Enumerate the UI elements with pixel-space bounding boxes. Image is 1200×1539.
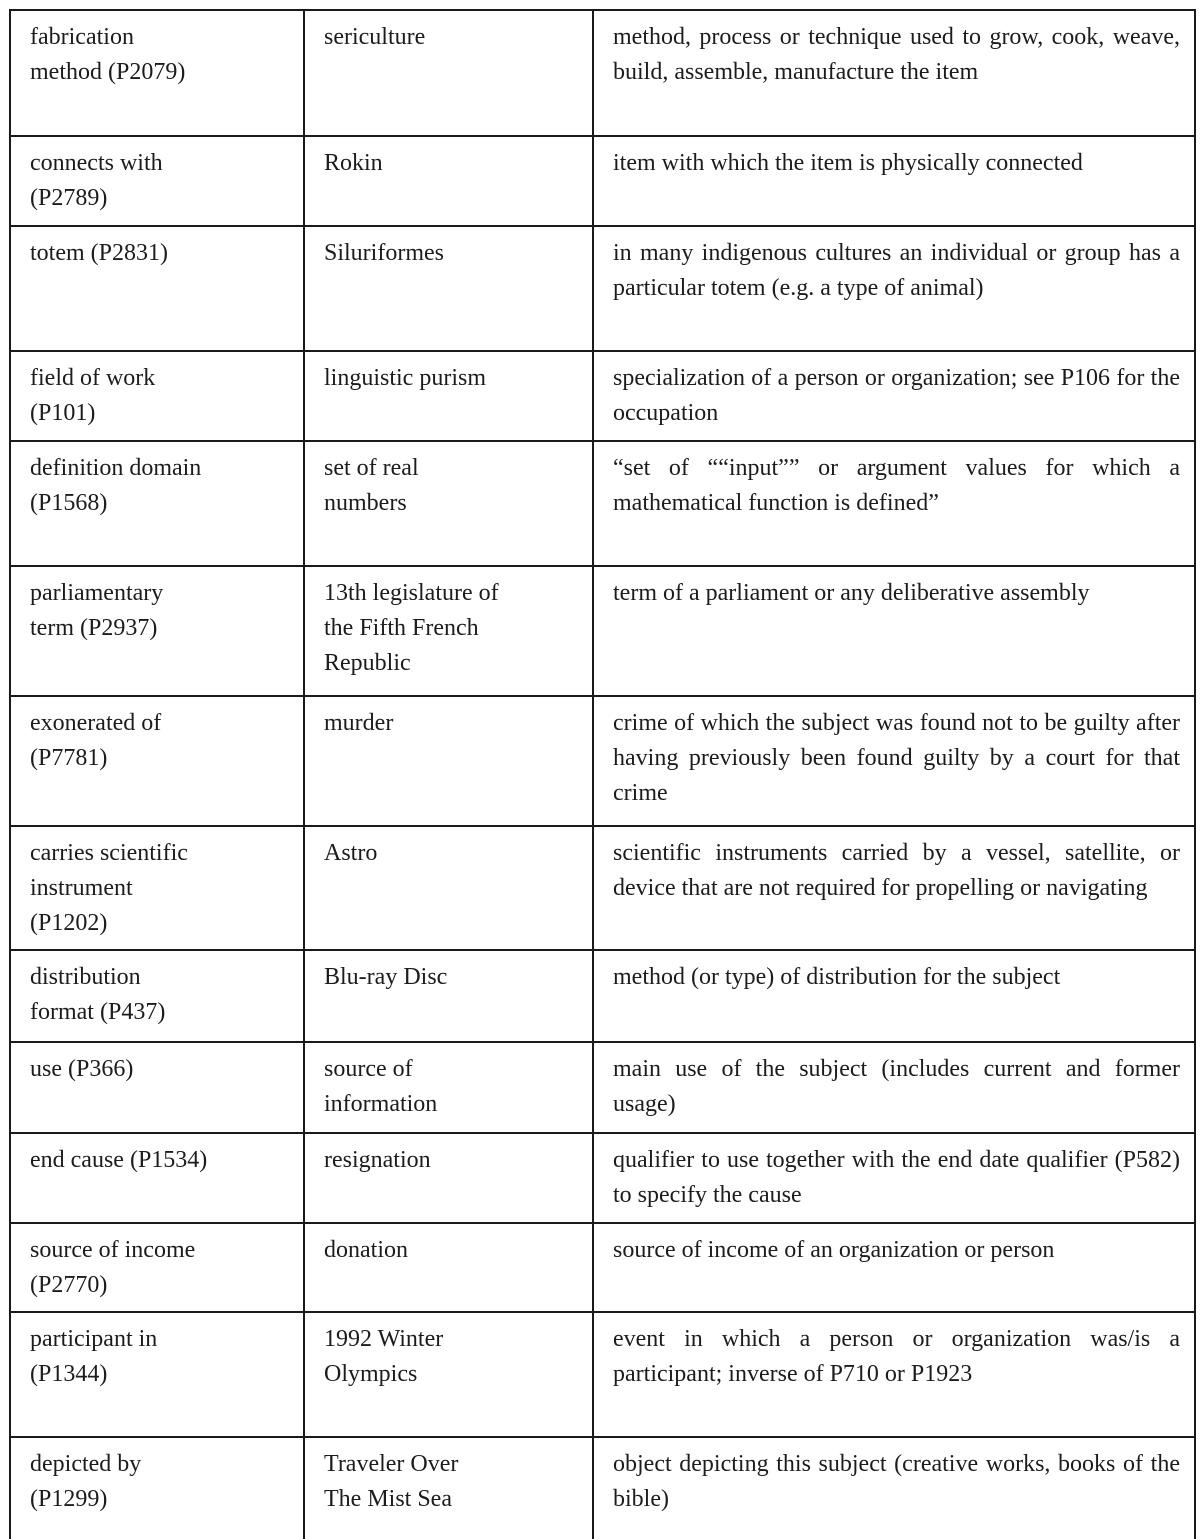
property-cell: participant in (P1344) [9,1311,305,1438]
table-body: fabrication method (P2079) sericulture m… [9,9,1196,1539]
property-cell: distribution format (P437) [9,949,305,1043]
description-cell: source of income of an organization or p… [592,1222,1196,1313]
description-cell: crime of which the subject was found not… [592,695,1196,827]
description-cell: method, process or technique used to gro… [592,9,1196,137]
value-cell: source of information [303,1041,594,1134]
property-cell: field of work (P101) [9,350,305,442]
property-cell: use (P366) [9,1041,305,1134]
table-row: depicted by (P1299) Traveler Over The Mi… [9,1436,1196,1539]
value-cell: donation [303,1222,594,1313]
value-cell: Siluriformes [303,225,594,352]
property-cell: carries scientific instrument (P1202) [9,825,305,951]
table-row: source of income (P2770) donation source… [9,1222,1196,1313]
value-cell: 13th legislature of the Fifth French Rep… [303,565,594,697]
description-cell: event in which a person or organization … [592,1311,1196,1438]
description-cell: in many indigenous cultures an individua… [592,225,1196,352]
table-row: end cause (P1534) resignation qualifier … [9,1132,1196,1224]
value-cell: Rokin [303,135,594,227]
description-cell: item with which the item is physically c… [592,135,1196,227]
table-row: use (P366) source of information main us… [9,1041,1196,1134]
value-cell: sericulture [303,9,594,137]
description-cell: term of a parliament or any deliberative… [592,565,1196,697]
table-row: totem (P2831) Siluriformes in many indig… [9,225,1196,352]
value-cell: murder [303,695,594,827]
description-cell: scientific instruments carried by a vess… [592,825,1196,951]
description-cell: method (or type) of distribution for the… [592,949,1196,1043]
value-cell: Traveler Over The Mist Sea [303,1436,594,1539]
description-cell: qualifier to use together with the end d… [592,1132,1196,1224]
description-cell: main use of the subject (includes curren… [592,1041,1196,1134]
description-cell: object depicting this subject (creative … [592,1436,1196,1539]
value-cell: 1992 Winter Olympics [303,1311,594,1438]
table-row: participant in (P1344) 1992 Winter Olymp… [9,1311,1196,1438]
table-row: fabrication method (P2079) sericulture m… [9,9,1196,137]
value-cell: Blu-ray Disc [303,949,594,1043]
table-row: exonerated of (P7781) murder crime of wh… [9,695,1196,827]
property-cell: end cause (P1534) [9,1132,305,1224]
property-cell: depicted by (P1299) [9,1436,305,1539]
description-cell: specialization of a person or organizati… [592,350,1196,442]
value-cell: resignation [303,1132,594,1224]
property-cell: definition domain (P1568) [9,440,305,567]
property-cell: connects with (P2789) [9,135,305,227]
property-cell: source of income (P2770) [9,1222,305,1313]
property-cell: exonerated of (P7781) [9,695,305,827]
table-row: parliamentary term (P2937) 13th legislat… [9,565,1196,697]
table-row: distribution format (P437) Blu-ray Disc … [9,949,1196,1043]
property-cell: totem (P2831) [9,225,305,352]
value-cell: linguistic purism [303,350,594,442]
property-cell: fabrication method (P2079) [9,9,305,137]
table-row: definition domain (P1568) set of real nu… [9,440,1196,567]
description-cell: “set of ““input”” or argument values for… [592,440,1196,567]
table-row: connects with (P2789) Rokin item with wh… [9,135,1196,227]
properties-table: fabrication method (P2079) sericulture m… [9,9,1196,1539]
value-cell: Astro [303,825,594,951]
table-row: field of work (P101) linguistic purism s… [9,350,1196,442]
property-cell: parliamentary term (P2937) [9,565,305,697]
table-row: carries scientific instrument (P1202) As… [9,825,1196,951]
value-cell: set of real numbers [303,440,594,567]
